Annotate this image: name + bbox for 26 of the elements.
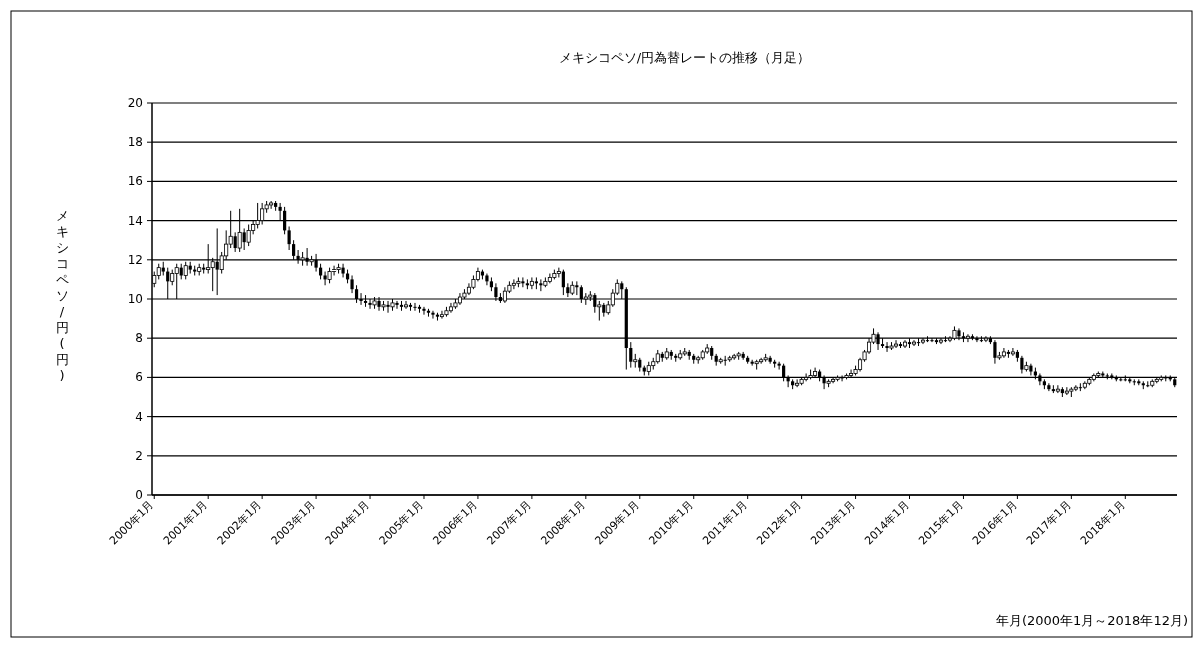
candlestick <box>1001 347 1006 359</box>
y-tick-label: 10 <box>127 292 143 306</box>
candlestick <box>246 224 251 247</box>
candlestick <box>287 225 291 251</box>
y-tick-label: 14 <box>127 213 143 228</box>
candlestick <box>422 306 426 316</box>
y-tick-label: 20 <box>127 96 143 110</box>
y-tick-label: 2 <box>135 448 143 463</box>
candlestick <box>561 269 565 296</box>
y-tick-label: 18 <box>127 135 143 150</box>
candlestick <box>1047 382 1051 392</box>
candlestick <box>529 276 534 290</box>
candlestick <box>1010 347 1015 357</box>
candlestick <box>1055 384 1060 394</box>
y-tick-label: 8 <box>135 331 143 346</box>
candlestick <box>431 310 435 320</box>
text: メキシコペソ/円(円) <box>55 208 69 383</box>
text: 年月(2000年1月～2018年12月) <box>995 613 1188 628</box>
chart-title: メキシコペソ/円為替レートの推移（月足） <box>558 50 811 65</box>
candlestick <box>413 302 417 312</box>
y-tick-label: 16 <box>127 174 143 189</box>
y-tick-label: 4 <box>135 409 143 424</box>
y-tick-label: 6 <box>135 370 143 385</box>
y-tick-label: 0 <box>135 488 143 502</box>
y-tick-label: 12 <box>127 252 143 267</box>
candlestick <box>777 361 781 371</box>
